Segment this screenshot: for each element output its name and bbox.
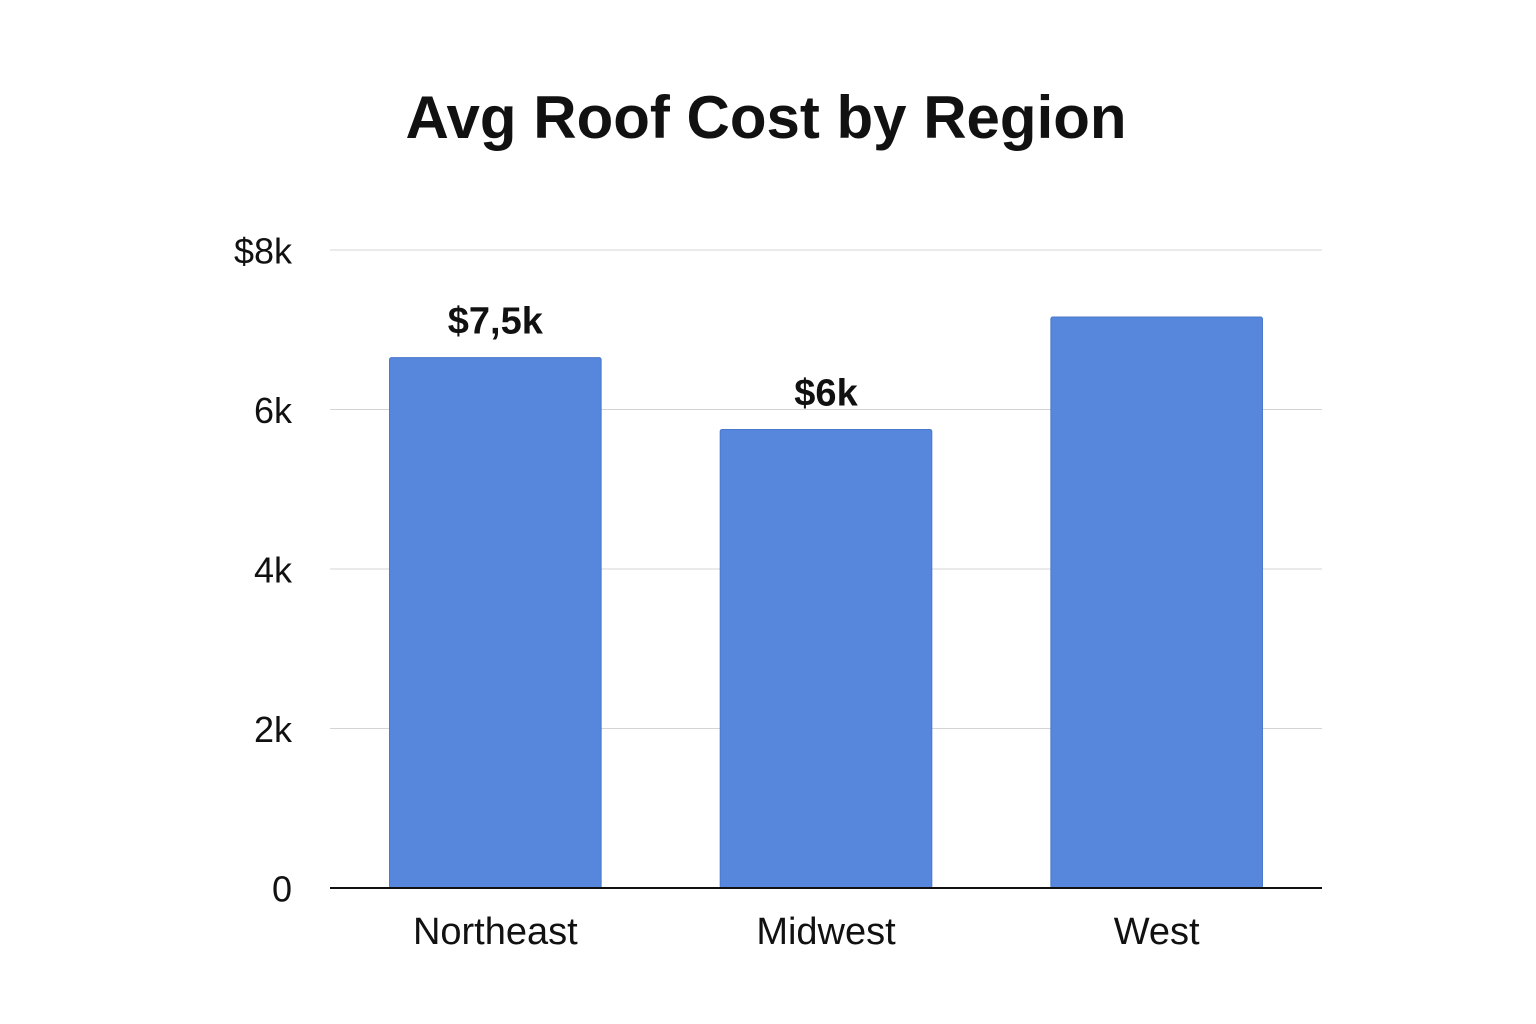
y-tick-label: 4k (254, 550, 293, 591)
chart-title: Avg Roof Cost by Region (405, 84, 1126, 151)
value-annotation: $7,5k (448, 301, 544, 343)
bar (389, 357, 602, 889)
y-tick-label: $8k (234, 231, 293, 272)
x-tick-label: Northeast (413, 911, 578, 953)
bar (719, 428, 933, 889)
x-tick-label: Midwest (756, 911, 896, 953)
y-tick-label: 0 (272, 869, 292, 910)
bar (1050, 316, 1263, 889)
value-annotation: $6k (794, 372, 858, 414)
x-tick-label: West (1114, 911, 1200, 953)
y-tick-label: 2k (254, 709, 293, 750)
y-tick-label: 6k (254, 390, 293, 431)
